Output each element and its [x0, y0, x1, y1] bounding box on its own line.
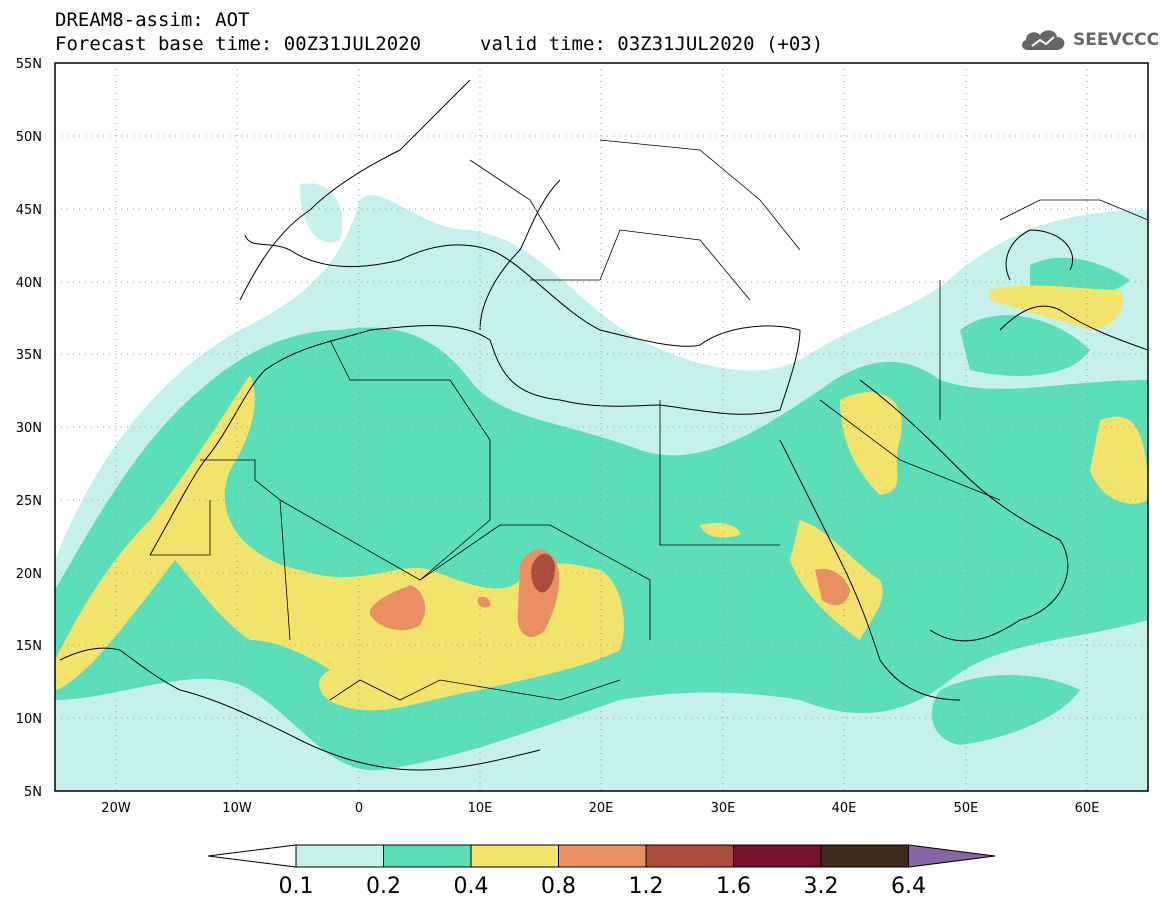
colorbar-label: 0.2	[366, 874, 401, 899]
aot-level-0.8	[370, 549, 850, 638]
colorbar-label: 3.2	[804, 874, 839, 899]
colorbar-label: 1.2	[629, 874, 664, 899]
logo-text: SEEVCCC	[1073, 30, 1160, 50]
lat-tick-label: 25N	[16, 494, 42, 509]
lon-tick-label: 30E	[711, 801, 736, 816]
colorbar-label: 0.1	[279, 874, 314, 899]
lat-tick-label: 40N	[16, 276, 42, 291]
cloud-icon	[1022, 30, 1065, 50]
colorbar-high-arrow	[908, 844, 996, 868]
lat-tick-label: 10N	[16, 712, 42, 727]
model-title: DREAM8-assim: AOT	[55, 9, 250, 31]
valid-time: valid time: 03Z31JUL2020 (+03)	[480, 33, 824, 55]
graticule	[55, 63, 1148, 791]
colorbar-swatch	[383, 844, 472, 868]
lat-tick-label: 45N	[16, 203, 42, 218]
base-time: Forecast base time: 00Z31JUL2020	[55, 33, 422, 55]
lon-tick-label: 0	[355, 801, 363, 816]
lat-tick-label: 50N	[16, 130, 42, 145]
map-frame	[54, 62, 1149, 792]
lon-tick-label: 10E	[468, 801, 493, 816]
lat-tick-label: 5N	[24, 785, 42, 800]
lon-axis: 20W 10W 0 10E 20E 30E 40E 50E 60E	[101, 801, 1099, 816]
seevccc-logo: SEEVCCC	[1018, 26, 1159, 54]
aot-field	[55, 63, 1148, 791]
coastlines	[59, 79, 1148, 771]
lon-tick-label: 20E	[589, 801, 614, 816]
lon-tick-label: 10W	[222, 801, 252, 816]
lat-tick-label: 35N	[16, 348, 42, 363]
lon-tick-label: 50E	[954, 801, 979, 816]
colorbar-label: 0.8	[541, 874, 576, 899]
colorbar-swatch	[558, 844, 647, 868]
colorbar-swatch	[470, 844, 559, 868]
colorbar-label: 6.4	[891, 874, 926, 899]
colorbar-swatch	[295, 844, 384, 868]
lat-axis: 55N 50N 45N 40N 35N 30N 25N 20N 15N 10N …	[16, 57, 42, 800]
aot-level-1.2	[531, 553, 556, 593]
colorbar-label: 0.4	[454, 874, 489, 899]
colorbar-low-arrow	[207, 844, 297, 868]
colorbar-swatch	[820, 844, 909, 868]
colorbar: 0.1 0.2 0.4 0.8 1.2 1.6 3.2 6.4	[207, 844, 996, 899]
colorbar-swatch	[645, 844, 734, 868]
lon-tick-label: 20W	[101, 801, 131, 816]
colorbar-swatch	[733, 844, 822, 868]
lon-tick-label: 40E	[832, 801, 857, 816]
country-borders	[150, 139, 1148, 701]
lat-tick-label: 30N	[16, 421, 42, 436]
lat-tick-label: 55N	[16, 57, 42, 72]
lon-tick-label: 60E	[1075, 801, 1100, 816]
lat-tick-label: 15N	[16, 639, 42, 654]
colorbar-label: 1.6	[716, 874, 751, 899]
lat-tick-label: 20N	[16, 567, 42, 582]
